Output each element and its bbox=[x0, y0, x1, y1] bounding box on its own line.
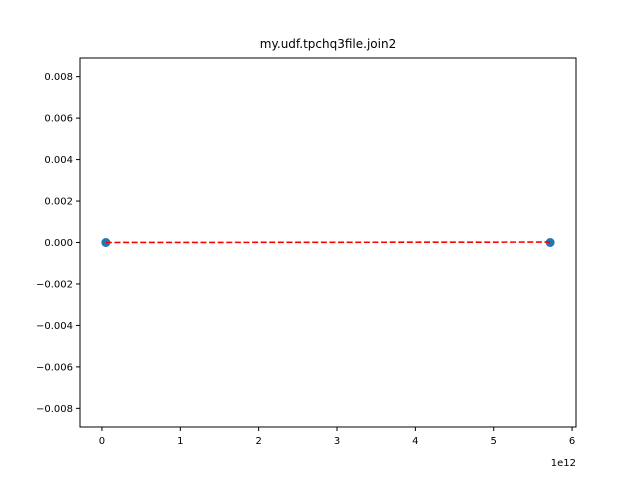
plot-area: 0 1 2 3 4 5 6 0.008 0.006 0.004 0.002 0.000 −0.002 −0… bbox=[36, 72, 575, 447]
chart-title: my.udf.tpchq3file.join2 bbox=[260, 37, 396, 51]
x-tick-label: 2 bbox=[255, 436, 261, 447]
x-tick-label: 3 bbox=[334, 436, 340, 447]
x-tick-label: 1 bbox=[177, 436, 183, 447]
axes-frame bbox=[79, 57, 577, 428]
y-tick-label: 0.008 bbox=[44, 72, 73, 83]
y-tick-label: −0.006 bbox=[36, 362, 73, 373]
x-tick-label: 6 bbox=[569, 436, 575, 447]
y-tick-label: 0.006 bbox=[44, 114, 73, 125]
x-tick-label: 0 bbox=[99, 436, 105, 447]
y-tick-label: 0.002 bbox=[44, 197, 73, 208]
y-tick-label: −0.002 bbox=[36, 279, 73, 290]
y-tick-label: 0.004 bbox=[44, 155, 73, 166]
x-tick-label: 4 bbox=[412, 436, 418, 447]
x-axis-offset-label: 1e12 bbox=[551, 458, 576, 469]
y-tick-label: −0.008 bbox=[36, 404, 73, 415]
y-tick-label: −0.004 bbox=[36, 321, 73, 332]
y-tick-label: 0.000 bbox=[44, 238, 73, 249]
x-tick-label: 5 bbox=[491, 436, 497, 447]
